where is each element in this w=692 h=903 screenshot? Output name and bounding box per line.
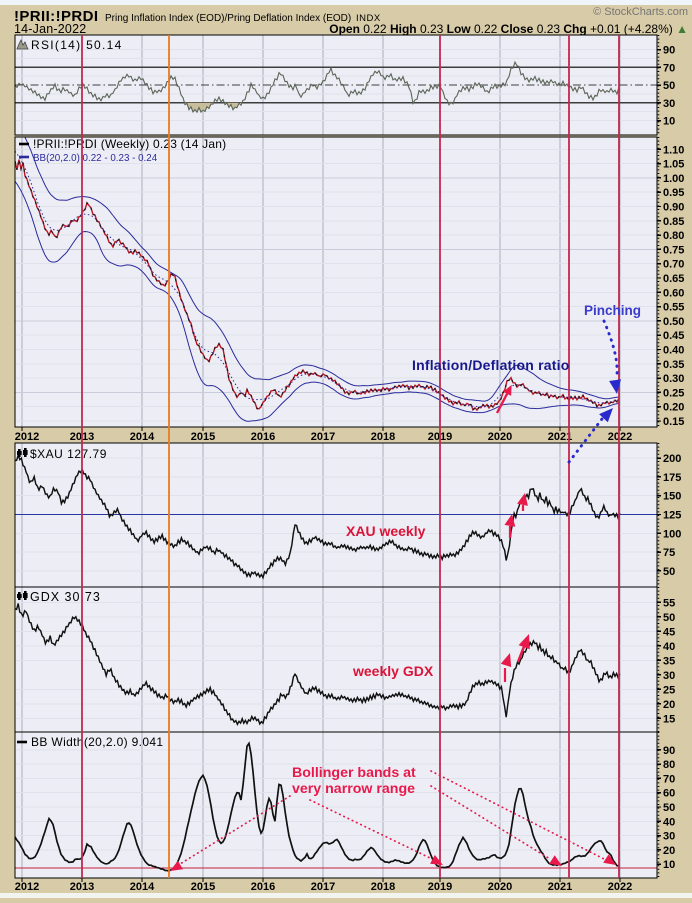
svg-text:70: 70 bbox=[663, 773, 675, 785]
svg-text:2021: 2021 bbox=[548, 431, 572, 443]
svg-text:2013: 2013 bbox=[70, 881, 94, 893]
svg-text:20: 20 bbox=[663, 699, 675, 711]
svg-text:70: 70 bbox=[663, 62, 675, 74]
svg-text:!PRII:!PRDI (Weekly) 0.23 (14: !PRII:!PRDI (Weekly) 0.23 (14 Jan) bbox=[33, 137, 226, 151]
svg-text:55: 55 bbox=[663, 597, 675, 609]
svg-text:175: 175 bbox=[663, 472, 681, 484]
svg-text:0.95: 0.95 bbox=[663, 187, 684, 199]
svg-text:14-Jan-2022: 14-Jan-2022 bbox=[14, 22, 86, 36]
svg-text:0.80: 0.80 bbox=[663, 230, 684, 242]
svg-text:0.60: 0.60 bbox=[663, 287, 684, 299]
svg-text:0.70: 0.70 bbox=[663, 259, 684, 271]
svg-text:RSI(14) 50.14: RSI(14) 50.14 bbox=[31, 38, 123, 52]
svg-text:90: 90 bbox=[663, 45, 675, 57]
svg-text:2012: 2012 bbox=[15, 431, 39, 443]
svg-text:0.20: 0.20 bbox=[663, 402, 684, 414]
svg-text:Bollinger bands at: Bollinger bands at bbox=[292, 765, 416, 781]
svg-text:2021: 2021 bbox=[548, 881, 572, 893]
svg-text:50: 50 bbox=[663, 80, 675, 92]
svg-text:2014: 2014 bbox=[130, 431, 155, 443]
svg-text:30: 30 bbox=[663, 98, 675, 110]
svg-text:20: 20 bbox=[663, 845, 675, 857]
svg-text:2022: 2022 bbox=[608, 431, 632, 443]
svg-text:30: 30 bbox=[663, 670, 675, 682]
svg-text:BB Width(20,2.0) 9.041: BB Width(20,2.0) 9.041 bbox=[31, 735, 163, 749]
svg-text:125: 125 bbox=[663, 510, 681, 522]
svg-text:45: 45 bbox=[663, 626, 675, 638]
svg-text:!PRII:!PRDI: !PRII:!PRDI bbox=[14, 8, 98, 25]
svg-text:1.00: 1.00 bbox=[663, 173, 684, 185]
svg-text:40: 40 bbox=[663, 816, 675, 828]
svg-text:150: 150 bbox=[663, 491, 681, 503]
svg-text:40: 40 bbox=[663, 641, 675, 653]
svg-text:Inflation/Deflation ratio: Inflation/Deflation ratio bbox=[412, 357, 569, 373]
svg-text:2015: 2015 bbox=[191, 881, 215, 893]
svg-text:0.75: 0.75 bbox=[663, 244, 684, 256]
svg-text:200: 200 bbox=[663, 453, 681, 465]
svg-text:GDX 30.73: GDX 30.73 bbox=[30, 590, 101, 604]
svg-text:15: 15 bbox=[663, 713, 675, 725]
svg-text:0.90: 0.90 bbox=[663, 202, 684, 214]
svg-text:0.85: 0.85 bbox=[663, 216, 684, 228]
svg-text:1.05: 1.05 bbox=[663, 159, 684, 171]
svg-text:XAU weekly: XAU weekly bbox=[346, 523, 426, 539]
svg-text:25: 25 bbox=[663, 684, 675, 696]
svg-text:50: 50 bbox=[663, 566, 675, 578]
svg-text:very narrow range: very narrow range bbox=[292, 781, 415, 797]
svg-text:0.35: 0.35 bbox=[663, 359, 684, 371]
svg-text:2016: 2016 bbox=[251, 431, 275, 443]
svg-text:2018: 2018 bbox=[371, 431, 395, 443]
svg-text:2017: 2017 bbox=[311, 881, 335, 893]
svg-text:0.30: 0.30 bbox=[663, 373, 684, 385]
svg-text:10: 10 bbox=[663, 116, 675, 128]
svg-text:1.10: 1.10 bbox=[663, 144, 684, 156]
svg-text:2022: 2022 bbox=[608, 881, 632, 893]
svg-text:80: 80 bbox=[663, 759, 675, 771]
svg-text:weekly GDX: weekly GDX bbox=[352, 663, 434, 679]
svg-text:INDX: INDX bbox=[356, 13, 381, 24]
svg-text:0.40: 0.40 bbox=[663, 345, 684, 357]
svg-text:35: 35 bbox=[663, 655, 675, 667]
svg-text:Open 0.22 High 0.23 Low 0.22: Open 0.22 High 0.23 Low 0.22 Close 0.23 … bbox=[329, 22, 688, 36]
svg-text:2014: 2014 bbox=[130, 881, 155, 893]
svg-text:0.25: 0.25 bbox=[663, 387, 684, 399]
svg-text:Pinching: Pinching bbox=[584, 303, 641, 318]
svg-text:100: 100 bbox=[663, 528, 681, 540]
svg-text:10: 10 bbox=[663, 859, 675, 871]
svg-text:0.65: 0.65 bbox=[663, 273, 684, 285]
svg-text:2019: 2019 bbox=[428, 881, 452, 893]
svg-text:BB(20,2.0) 0.22 - 0.23 - 0.24: BB(20,2.0) 0.22 - 0.23 - 0.24 bbox=[33, 153, 158, 164]
svg-text:2020: 2020 bbox=[488, 431, 512, 443]
svg-text:0.45: 0.45 bbox=[663, 330, 684, 342]
svg-text:75: 75 bbox=[663, 547, 675, 559]
svg-text:50: 50 bbox=[663, 612, 675, 624]
svg-text:0.50: 0.50 bbox=[663, 316, 684, 328]
svg-text:2016: 2016 bbox=[251, 881, 275, 893]
svg-text:$XAU 127.79: $XAU 127.79 bbox=[30, 447, 107, 461]
svg-text:0.15: 0.15 bbox=[663, 416, 684, 428]
svg-text:2015: 2015 bbox=[191, 431, 215, 443]
svg-text:© StockCharts.com: © StockCharts.com bbox=[593, 6, 688, 18]
svg-text:60: 60 bbox=[663, 788, 675, 800]
svg-text:50: 50 bbox=[663, 802, 675, 814]
svg-text:30: 30 bbox=[663, 831, 675, 843]
svg-text:0.55: 0.55 bbox=[663, 302, 684, 314]
svg-text:2018: 2018 bbox=[371, 881, 395, 893]
svg-text:2017: 2017 bbox=[311, 431, 335, 443]
svg-text:90: 90 bbox=[663, 745, 675, 757]
svg-text:2020: 2020 bbox=[488, 881, 512, 893]
svg-text:Pring Inflation Index (EOD)/Pr: Pring Inflation Index (EOD)/Pring Deflat… bbox=[105, 13, 351, 24]
svg-text:2012: 2012 bbox=[15, 881, 39, 893]
